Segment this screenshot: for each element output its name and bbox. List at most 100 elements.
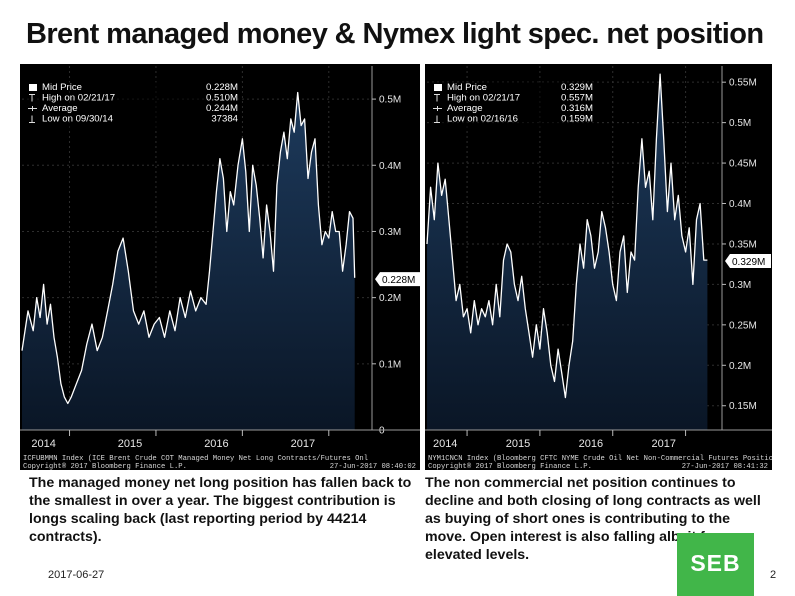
data-point <box>64 396 65 397</box>
data-point <box>263 257 264 258</box>
data-point <box>67 403 68 404</box>
data-point <box>71 396 72 397</box>
data-point <box>426 243 427 244</box>
data-point <box>652 219 653 220</box>
data-point <box>492 324 493 325</box>
legend-label: High on 02/21/17 <box>42 93 115 104</box>
data-point <box>568 365 569 366</box>
y-tick-label: 0.3M <box>379 227 401 238</box>
y-tick-label: 0.2M <box>379 293 401 304</box>
data-point <box>81 370 82 371</box>
data-point <box>335 231 336 232</box>
data-point <box>616 300 617 301</box>
data-point <box>598 251 599 252</box>
data-point <box>507 243 508 244</box>
data-point <box>50 304 51 305</box>
data-point <box>223 178 224 179</box>
y-tick-label: 0 <box>379 426 385 437</box>
data-point <box>481 308 482 309</box>
data-point <box>437 163 438 164</box>
data-point <box>164 337 165 338</box>
data-point <box>634 260 635 261</box>
data-point <box>128 271 129 272</box>
copyright-text: Copyright® 2017 Bloomberg Finance L.P. <box>428 462 592 470</box>
data-point <box>27 310 28 311</box>
data-point <box>297 92 298 93</box>
last-value-box <box>375 272 420 287</box>
data-point <box>474 300 475 301</box>
data-point <box>696 219 697 220</box>
data-point <box>290 118 291 119</box>
data-point <box>352 218 353 219</box>
legend-value: 0.244M <box>206 103 238 114</box>
data-point <box>674 219 675 220</box>
data-point <box>107 310 108 311</box>
data-point <box>219 158 220 159</box>
x-tick-label: 2017 <box>651 438 675 450</box>
data-point <box>485 316 486 317</box>
y-tick-label: 0.3M <box>729 280 751 291</box>
data-point <box>630 251 631 252</box>
y-tick-label: 0.1M <box>379 359 401 370</box>
data-point <box>57 357 58 358</box>
data-point <box>619 251 620 252</box>
legend-average-icon <box>28 106 37 111</box>
data-point <box>521 276 522 277</box>
legend-value: 0.557M <box>561 93 593 104</box>
data-point <box>190 290 191 291</box>
data-point <box>154 324 155 325</box>
legend-value: 0.510M <box>206 93 238 104</box>
legend-value: 37384 <box>211 114 238 125</box>
legend-label: Low on 02/16/16 <box>447 114 518 125</box>
data-point <box>441 195 442 196</box>
nymex-chart: 0.15M 0.2M 0.25M 0.3M 0.35M 0.4M 0.45M 0.5M 0.55… <box>425 64 772 470</box>
last-value-box <box>725 253 771 268</box>
data-point <box>594 268 595 269</box>
data-point <box>53 337 54 338</box>
data-point <box>517 300 518 301</box>
data-point <box>117 251 118 252</box>
last-value-label: 0.228M <box>382 275 415 286</box>
legend-low-icon <box>29 115 35 123</box>
data-point <box>276 185 277 186</box>
data-point <box>245 171 246 172</box>
data-point <box>256 185 257 186</box>
data-point <box>169 310 170 311</box>
data-point <box>660 74 661 75</box>
data-point <box>307 178 308 179</box>
data-point <box>97 350 98 351</box>
y-tick-label: 0.35M <box>729 239 757 250</box>
legend-value: 0.316M <box>561 103 593 114</box>
legend-value: 0.228M <box>206 82 238 93</box>
data-point <box>200 297 201 298</box>
data-point <box>237 165 238 166</box>
data-point <box>283 132 284 133</box>
data-point <box>587 219 588 220</box>
data-point <box>576 284 577 285</box>
data-point <box>463 316 464 317</box>
data-point <box>112 284 113 285</box>
data-point <box>528 332 529 333</box>
data-point <box>605 227 606 228</box>
data-point <box>332 211 333 212</box>
data-point <box>138 324 139 325</box>
footer-date: 2017-06-27 <box>48 569 105 581</box>
data-point <box>641 138 642 139</box>
data-point <box>266 204 267 205</box>
series-line <box>426 73 708 399</box>
data-point <box>354 277 355 278</box>
data-point <box>33 330 34 331</box>
data-point <box>510 251 511 252</box>
data-point <box>707 260 708 261</box>
timestamp-text: 27-Jun-2017 08:41:32 <box>682 463 768 470</box>
data-point <box>195 310 196 311</box>
data-point <box>123 238 124 239</box>
series-line <box>21 91 356 405</box>
data-point <box>325 231 326 232</box>
data-point <box>230 191 231 192</box>
data-point <box>185 317 186 318</box>
data-point <box>212 231 213 232</box>
data-point <box>532 357 533 358</box>
data-point <box>543 308 544 309</box>
x-tick-label: 2015 <box>506 438 530 450</box>
